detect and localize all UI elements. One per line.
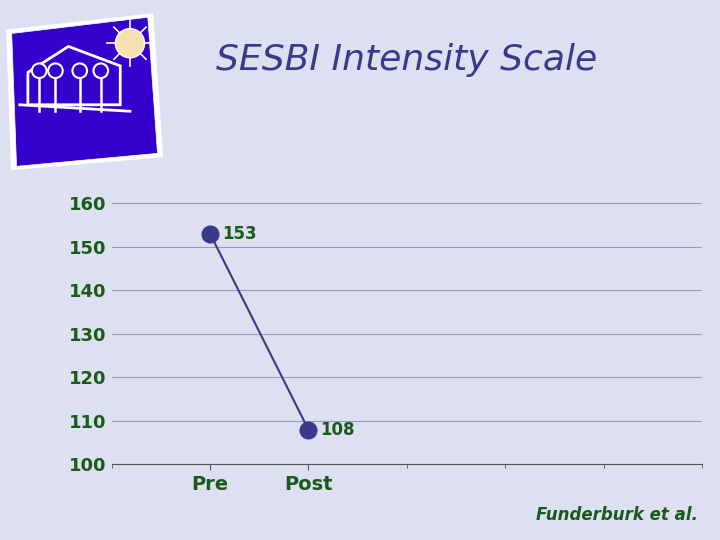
Text: 153: 153 (222, 225, 256, 242)
Polygon shape (7, 14, 162, 170)
Polygon shape (12, 17, 158, 166)
Circle shape (48, 63, 63, 78)
Circle shape (73, 63, 87, 78)
Circle shape (32, 63, 47, 78)
Circle shape (115, 29, 145, 58)
Circle shape (94, 63, 108, 78)
Text: SESBI Intensity Scale: SESBI Intensity Scale (216, 43, 598, 77)
Text: 108: 108 (320, 421, 355, 438)
Text: Funderburk et al.: Funderburk et al. (536, 506, 698, 524)
